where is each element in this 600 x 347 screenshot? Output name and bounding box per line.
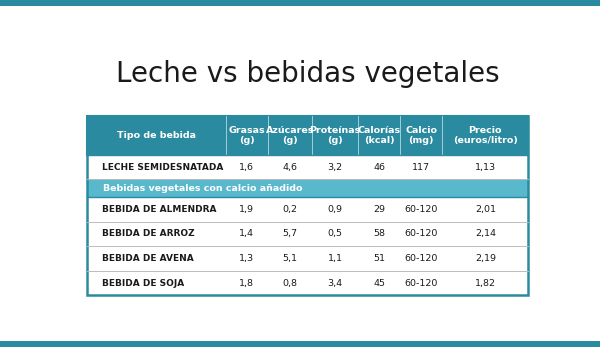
Text: BEBIDA DE ARROZ: BEBIDA DE ARROZ: [102, 229, 194, 238]
Bar: [400, 155, 442, 179]
Bar: [312, 222, 358, 246]
Text: 3,2: 3,2: [328, 163, 343, 172]
Text: 1,8: 1,8: [239, 279, 254, 288]
Bar: [86, 155, 226, 179]
Bar: [86, 222, 226, 246]
Bar: [268, 246, 312, 271]
Bar: [268, 197, 312, 222]
Text: Tipo de bebida: Tipo de bebida: [117, 131, 196, 140]
Text: 1,82: 1,82: [475, 279, 496, 288]
Bar: [312, 117, 358, 155]
Bar: [358, 246, 400, 271]
Bar: [268, 155, 312, 179]
Text: 60-120: 60-120: [404, 205, 438, 214]
Bar: [312, 197, 358, 222]
Text: 0,5: 0,5: [328, 229, 343, 238]
Bar: [312, 155, 358, 179]
Bar: [442, 222, 529, 246]
Text: 58: 58: [373, 229, 385, 238]
Bar: [226, 271, 268, 296]
Bar: [442, 197, 529, 222]
Bar: [442, 271, 529, 296]
Text: LECHE SEMIDESNATADA: LECHE SEMIDESNATADA: [102, 163, 223, 172]
Bar: [312, 246, 358, 271]
Text: 46: 46: [373, 163, 385, 172]
Text: Grasas
(g): Grasas (g): [229, 126, 265, 145]
Bar: [358, 155, 400, 179]
Text: 51: 51: [373, 254, 385, 263]
Bar: [226, 117, 268, 155]
Bar: [358, 197, 400, 222]
Text: 0,9: 0,9: [328, 205, 343, 214]
Bar: [226, 246, 268, 271]
Text: 1,3: 1,3: [239, 254, 254, 263]
Bar: [312, 271, 358, 296]
Text: 1,13: 1,13: [475, 163, 496, 172]
Text: 60-120: 60-120: [404, 229, 438, 238]
Bar: [268, 117, 312, 155]
Bar: [442, 155, 529, 179]
Bar: [86, 197, 226, 222]
Text: BEBIDA DE SOJA: BEBIDA DE SOJA: [102, 279, 184, 288]
Text: 60-120: 60-120: [404, 279, 438, 288]
Text: Calcio
(mg): Calcio (mg): [405, 126, 437, 145]
Bar: [358, 222, 400, 246]
Text: 0,8: 0,8: [283, 279, 298, 288]
Text: 45: 45: [373, 279, 385, 288]
Text: 1,6: 1,6: [239, 163, 254, 172]
Text: Bebidas vegetales con calcio añadido: Bebidas vegetales con calcio añadido: [103, 184, 302, 193]
Text: Proteínas
(g): Proteínas (g): [310, 126, 361, 145]
Bar: [86, 117, 529, 155]
Bar: [442, 246, 529, 271]
Bar: [400, 246, 442, 271]
Text: BEBIDA DE ALMENDRA: BEBIDA DE ALMENDRA: [102, 205, 217, 214]
Bar: [268, 222, 312, 246]
Bar: [400, 271, 442, 296]
Bar: [86, 117, 529, 296]
Text: 0,2: 0,2: [283, 205, 298, 214]
Bar: [358, 117, 400, 155]
Text: 60-120: 60-120: [404, 254, 438, 263]
Text: 1,4: 1,4: [239, 229, 254, 238]
Text: Azúcares
(g): Azúcares (g): [266, 126, 314, 145]
Text: 2,19: 2,19: [475, 254, 496, 263]
Text: 4,6: 4,6: [283, 163, 298, 172]
Bar: [86, 271, 226, 296]
Bar: [400, 197, 442, 222]
Text: 3,4: 3,4: [328, 279, 343, 288]
Bar: [358, 271, 400, 296]
Text: BEBIDA DE AVENA: BEBIDA DE AVENA: [102, 254, 194, 263]
Text: 29: 29: [373, 205, 385, 214]
Text: Calorías
(kcal): Calorías (kcal): [358, 126, 401, 145]
Bar: [400, 222, 442, 246]
Bar: [226, 222, 268, 246]
Text: Leche vs bebidas vegetales: Leche vs bebidas vegetales: [116, 60, 499, 88]
Bar: [86, 246, 226, 271]
Text: 2,14: 2,14: [475, 229, 496, 238]
Bar: [400, 117, 442, 155]
Text: 117: 117: [412, 163, 430, 172]
Bar: [86, 179, 529, 197]
Text: 2,01: 2,01: [475, 205, 496, 214]
Bar: [226, 197, 268, 222]
Bar: [86, 117, 226, 155]
Text: 1,9: 1,9: [239, 205, 254, 214]
Text: Precio
(euros/litro): Precio (euros/litro): [453, 126, 518, 145]
Bar: [442, 117, 529, 155]
Bar: [268, 271, 312, 296]
Bar: [226, 155, 268, 179]
Text: 5,7: 5,7: [283, 229, 298, 238]
Text: 1,1: 1,1: [328, 254, 343, 263]
Text: 5,1: 5,1: [283, 254, 298, 263]
